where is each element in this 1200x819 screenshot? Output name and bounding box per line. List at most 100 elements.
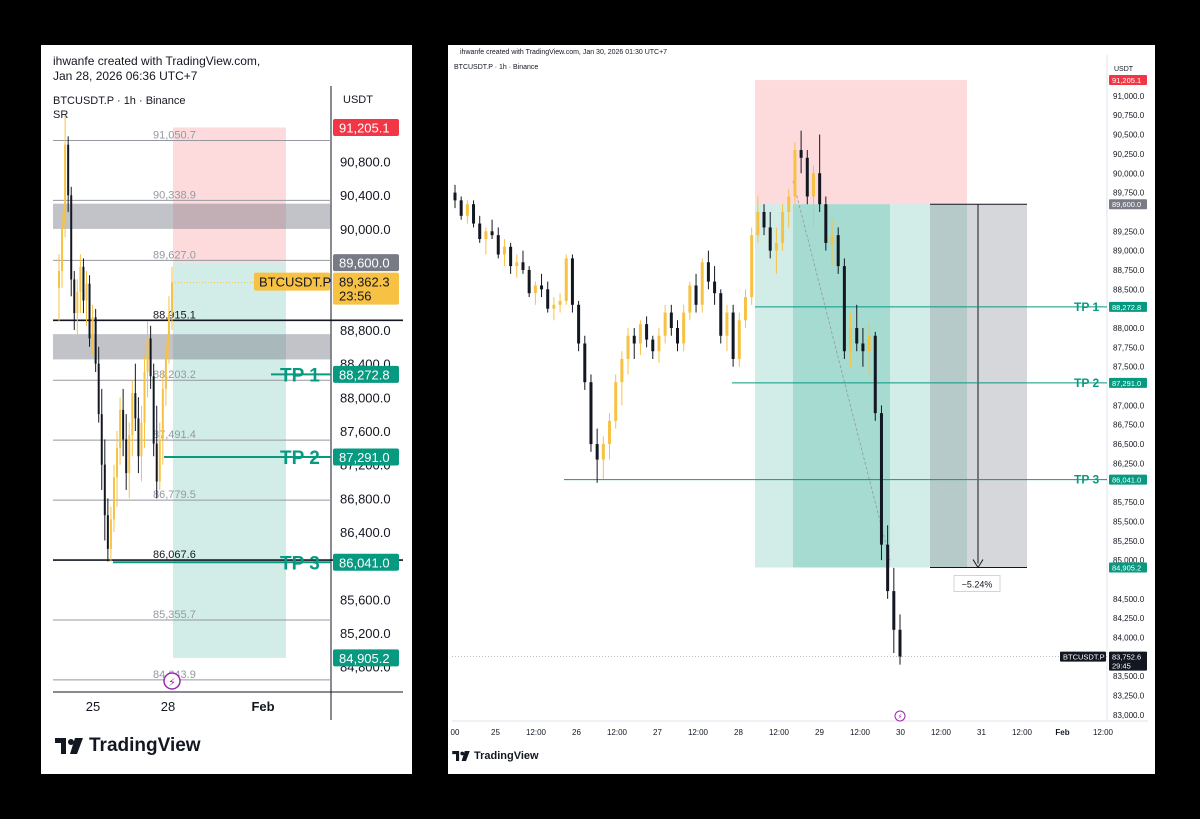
candle-body[interactable] xyxy=(620,358,624,383)
candle-body[interactable] xyxy=(79,266,82,293)
candle-body[interactable] xyxy=(898,629,902,657)
candle-body[interactable] xyxy=(867,335,871,352)
candle-body[interactable] xyxy=(73,279,76,314)
sr-zone-2[interactable] xyxy=(53,334,331,360)
candle-body[interactable] xyxy=(608,420,612,445)
tp-price-tag-2-bg[interactable] xyxy=(333,448,399,466)
candle-body[interactable] xyxy=(540,285,544,290)
candle-body[interactable] xyxy=(892,591,896,630)
candle-body[interactable] xyxy=(743,297,747,321)
candle-body[interactable] xyxy=(137,418,140,457)
candle-body[interactable] xyxy=(583,343,587,383)
last-price-tag-bg[interactable] xyxy=(333,272,399,305)
candle-body[interactable] xyxy=(614,382,618,421)
candle-body[interactable] xyxy=(496,235,500,255)
profit-zone[interactable] xyxy=(755,204,967,568)
candle-body[interactable] xyxy=(663,312,667,336)
candle-body[interactable] xyxy=(824,204,828,243)
stop-loss-zone[interactable] xyxy=(755,80,967,205)
candle-body[interactable] xyxy=(861,343,865,352)
candle-body[interactable] xyxy=(577,304,581,344)
indicator-name[interactable]: SR xyxy=(53,109,69,121)
lightning-event-icon[interactable] xyxy=(163,672,181,690)
candle-body[interactable] xyxy=(82,266,85,301)
candle-body[interactable] xyxy=(140,422,143,457)
candle-body[interactable] xyxy=(595,444,599,460)
candle-body[interactable] xyxy=(112,477,115,520)
candle-body[interactable] xyxy=(811,173,815,197)
candle-body[interactable] xyxy=(58,271,60,288)
symbol-line[interactable]: BTCUSDT.P · 1h · Binance xyxy=(53,95,186,107)
candle-body[interactable] xyxy=(70,195,73,280)
candle-body[interactable] xyxy=(85,283,88,301)
candle-body[interactable] xyxy=(61,224,64,272)
tp-price-tag-1-bg[interactable] xyxy=(333,365,399,383)
candle-body[interactable] xyxy=(799,150,803,158)
candle-body[interactable] xyxy=(490,231,494,236)
candle-body[interactable] xyxy=(558,300,562,305)
tp-price-tag-3-bg[interactable] xyxy=(1109,474,1147,485)
candle-body[interactable] xyxy=(564,258,568,301)
candle-body[interactable] xyxy=(167,313,170,347)
candle-body[interactable] xyxy=(836,235,840,267)
candle-body[interactable] xyxy=(632,335,636,344)
candle-body[interactable] xyxy=(688,285,692,313)
candle-body[interactable] xyxy=(768,227,772,251)
profit-zone[interactable] xyxy=(173,262,286,658)
candle-body[interactable] xyxy=(750,235,754,298)
candle-body[interactable] xyxy=(669,312,673,329)
candle-body[interactable] xyxy=(100,414,103,465)
candle-body[interactable] xyxy=(484,231,488,240)
candle-body[interactable] xyxy=(700,262,704,305)
candle-body[interactable] xyxy=(103,464,106,516)
candle-body[interactable] xyxy=(161,388,164,440)
measure-label-box[interactable] xyxy=(953,574,1001,592)
candle-body[interactable] xyxy=(88,283,91,339)
stop-price-tag-bg[interactable] xyxy=(333,118,399,136)
candle-body[interactable] xyxy=(106,515,109,549)
candle-body[interactable] xyxy=(131,393,134,436)
candle-body[interactable] xyxy=(725,312,729,336)
symbol-tag-bg[interactable] xyxy=(254,272,330,291)
candle-body[interactable] xyxy=(125,439,128,474)
candle-body[interactable] xyxy=(842,266,846,352)
candle-body[interactable] xyxy=(781,211,785,243)
candle-body[interactable] xyxy=(657,335,661,352)
candle-body[interactable] xyxy=(91,317,94,339)
candle-body[interactable] xyxy=(502,246,506,255)
candle-body[interactable] xyxy=(149,338,152,377)
candle-body[interactable] xyxy=(719,293,723,336)
tp-price-tag-2-bg[interactable] xyxy=(1109,377,1147,388)
chart-1-svg[interactable]: 91,050.7 90,338.9 89,627.0 88,915.1 88,203.2… xyxy=(41,45,412,774)
candle-body[interactable] xyxy=(472,204,476,224)
candle-body[interactable] xyxy=(119,409,122,448)
stop-loss-zone[interactable] xyxy=(173,127,286,263)
candle-body[interactable] xyxy=(76,292,79,314)
candle-body[interactable] xyxy=(818,173,822,205)
candle-body[interactable] xyxy=(146,338,149,373)
candle-body[interactable] xyxy=(459,200,463,216)
candle-body[interactable] xyxy=(171,282,173,314)
candle-body[interactable] xyxy=(478,223,482,240)
candle-body[interactable] xyxy=(731,312,735,359)
entry-price-tag-bg[interactable] xyxy=(1109,199,1147,210)
tp-price-tag-3-bg[interactable] xyxy=(333,553,399,571)
currency-label[interactable]: USDT xyxy=(343,94,373,106)
candle-body[interactable] xyxy=(155,443,158,482)
currency-label[interactable]: USDT xyxy=(1114,66,1134,73)
candle-body[interactable] xyxy=(546,289,550,309)
lightning-event-icon[interactable] xyxy=(894,710,906,722)
symbol-line[interactable]: BTCUSDT.P · 1h · Binance xyxy=(454,64,539,71)
entry-price-tag-bg[interactable] xyxy=(333,254,399,272)
candle-body[interactable] xyxy=(64,144,67,225)
target-price-tag-bg[interactable] xyxy=(1109,562,1147,573)
candle-body[interactable] xyxy=(128,435,131,474)
candle-body[interactable] xyxy=(122,409,125,440)
candle-body[interactable] xyxy=(756,211,760,236)
last-price-tag-bg[interactable] xyxy=(1109,651,1147,671)
candle-body[interactable] xyxy=(830,235,834,243)
candle-body[interactable] xyxy=(515,262,519,267)
candle-body[interactable] xyxy=(762,211,766,228)
candle-body[interactable] xyxy=(774,242,778,251)
chart-2-svg[interactable]: −5.24% TP 1 TP 2 TP 3 91,000.0 90,750.0 90,500… xyxy=(448,45,1155,774)
